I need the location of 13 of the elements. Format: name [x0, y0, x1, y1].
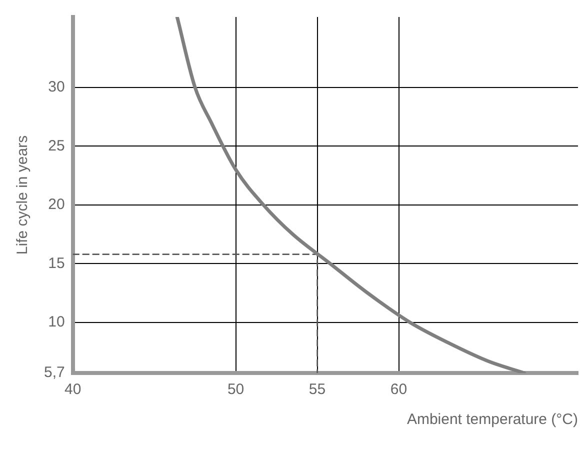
- x-tick-label: 50: [227, 381, 244, 398]
- y-tick-label: 25: [48, 137, 65, 154]
- y-tick-label: 30: [48, 78, 65, 96]
- x-axis-title: Ambient temperature (°C): [406, 411, 578, 428]
- y-axis-title: Life cycle in years: [14, 135, 32, 255]
- line-series: [175, 17, 526, 373]
- y-tick-label: 10: [48, 314, 65, 331]
- x-tick-label: 55: [308, 381, 326, 398]
- y-tick-label: 20: [48, 196, 65, 214]
- y-tick-label: 5,7: [44, 364, 65, 382]
- y-tick-label: 15: [48, 254, 65, 272]
- x-tick-label: 60: [390, 381, 408, 398]
- x-tick-label: 40: [64, 381, 82, 398]
